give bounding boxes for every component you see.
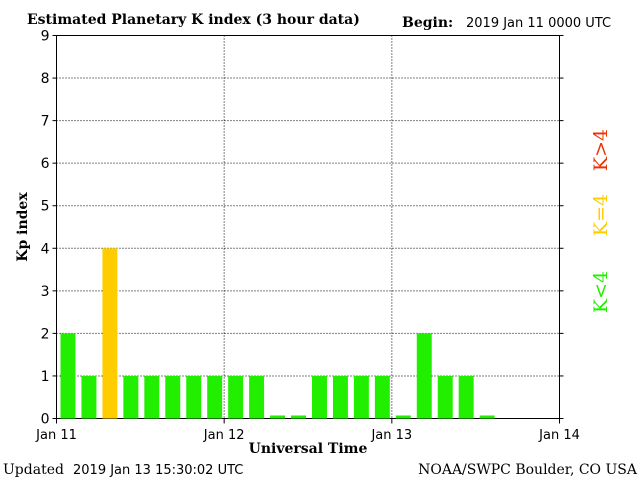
kp-bar [353, 375, 369, 419]
kp-bar [312, 375, 327, 419]
kp-bar [144, 375, 160, 419]
x-tick-label: Jan 14 [538, 428, 580, 443]
kp-bar [479, 415, 495, 419]
y-tick-label: 2 [41, 326, 50, 342]
y-tick-label: 4 [41, 241, 50, 257]
kp-bar [102, 248, 118, 419]
kp-bar [81, 375, 97, 419]
kp-bar [395, 415, 411, 419]
source-credit: NOAA/SWPC Boulder, CO USA [418, 462, 638, 478]
kp-bar [186, 375, 202, 419]
updated-label: Updated [3, 462, 64, 478]
y-tick-label: 9 [41, 29, 50, 45]
kp-bar [416, 333, 432, 419]
kp-bar [458, 375, 474, 419]
legend-low: K<4 [590, 271, 612, 313]
plot-frame [56, 35, 560, 419]
grid-lines [56, 35, 560, 419]
kp-bar [437, 375, 453, 419]
y-tick-label: 5 [41, 199, 50, 215]
x-tick-label: Jan 12 [203, 428, 245, 443]
legend-high: K>4 [590, 129, 612, 171]
kp-bar [374, 375, 390, 419]
kp-bar [291, 415, 306, 419]
begin-value: 2019 Jan 11 0000 UTC [466, 16, 611, 31]
kp-bar [332, 375, 348, 419]
kp-bar [228, 375, 244, 419]
legend: K<4 K=4 K>4 [590, 129, 612, 313]
y-axis-label: Kp index [15, 192, 31, 262]
y-tick-label: 1 [41, 369, 50, 385]
kp-bar [270, 415, 286, 419]
x-tick-label: Jan 11 [35, 428, 77, 443]
y-tick-label: 3 [41, 284, 50, 300]
y-tick-label: 0 [41, 412, 50, 428]
chart-title: Estimated Planetary K index (3 hour data… [27, 12, 360, 28]
y-tick-label: 8 [41, 71, 50, 87]
kp-bar [249, 375, 265, 419]
x-axis-label: Universal Time [249, 441, 368, 457]
y-tick-label: 6 [41, 156, 50, 172]
x-ticks: Jan 11 Jan 12 Jan 13 Jan 14 [35, 418, 580, 443]
kp-bar [165, 375, 181, 419]
kp-bar [207, 375, 223, 419]
x-tick-label: Jan 13 [370, 428, 412, 443]
plot-area: 0 1 2 3 4 5 6 7 8 9 Jan 11 Jan 12 Jan 13 Jan 14 [35, 29, 580, 444]
bars [60, 248, 495, 419]
legend-mid: K=4 [590, 194, 612, 236]
begin-label: Begin: [402, 15, 453, 31]
y-tick-label: 7 [41, 114, 50, 130]
updated-value: 2019 Jan 13 15:30:02 UTC [73, 463, 243, 478]
kp-bar [123, 375, 139, 419]
y-ticks: 0 1 2 3 4 5 6 7 8 9 [41, 29, 564, 428]
kp-bar [60, 333, 76, 419]
